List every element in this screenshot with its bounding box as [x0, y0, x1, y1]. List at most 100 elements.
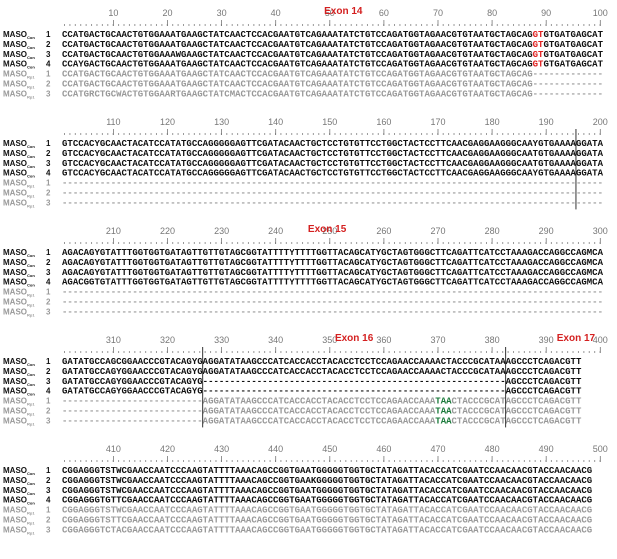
label-name: MASO: [3, 506, 27, 515]
ruler-number: 160: [376, 117, 391, 127]
sequence-number: 2: [46, 258, 51, 267]
ruler-number: 190: [539, 117, 554, 127]
sequence-segment: CGGAGGGTSTTCGAACCAATCCCAAGTATTTTAAACAGCC…: [62, 516, 592, 526]
label-name: MASO: [3, 416, 27, 425]
sequence-number: 3: [46, 159, 51, 168]
ruler-number: 380: [485, 335, 500, 345]
sequence-segment: CGGAGGGTSTWCGAACCAATCCCAAGTATTTTAAACAGCC…: [62, 466, 592, 476]
sequence-segment: GATATGCCAGYGGAACCCGTACAGYG--------------…: [62, 387, 582, 397]
label-name: MASO: [3, 179, 27, 188]
sequence-label: MASOCon: [3, 268, 35, 278]
sequence-segment: CCATGACTGCAACTGTGGAAATGAAGCTATCAACTCCACG…: [62, 80, 603, 90]
sequence-number: 4: [46, 169, 51, 178]
sequence-segment: GTCCACYGCAACTACATCCATATGCCAGGGGGAGTTCGAT…: [62, 139, 604, 149]
label-sub: Con: [27, 392, 35, 397]
sequence-segment: AGACAGYGTATTTGGTGGTGATAGTTGTTGTAGCGGTATT…: [62, 248, 604, 258]
sequence-number: 1: [46, 179, 51, 188]
label-sub: Con: [27, 362, 35, 367]
sequence-segment: GT: [533, 50, 544, 60]
label-name: MASO: [3, 397, 27, 406]
label-name: MASO: [3, 169, 27, 178]
sequence-number: 3: [46, 307, 51, 316]
sequence-segment: CCAYGACTGCAACTGTGGAAATGAAGCTATCAACTCCACG…: [62, 60, 533, 70]
sequence-segment: ----------------------------------------…: [62, 179, 603, 189]
label-name: MASO: [3, 149, 27, 158]
alignment-block: 210 220 230 240 250 260 270 280 290 300 Exon 15 MAS…: [3, 224, 608, 317]
label-name: MASO: [3, 258, 27, 267]
sequence-segment: CGGAGGGTSTWCGAACCAATCCCAAGTATTTTAAACAGCC…: [62, 476, 592, 486]
ruler-number: 130: [214, 117, 229, 127]
sequence-label: MASORp1: [3, 288, 35, 298]
label-name: MASO: [3, 377, 27, 386]
sequence-label: MASOCon: [3, 278, 35, 288]
sequence-number: 2: [46, 516, 51, 525]
sequence-number: 3: [46, 377, 51, 386]
ruler-number: 430: [214, 444, 229, 454]
label-sub: Con: [27, 481, 35, 486]
sequence-number: 1: [46, 357, 51, 366]
sequence-segment: CGGAGGGTSTWCGAACCAATCCCAAGTATTTTAAACAGCC…: [62, 506, 592, 516]
ruler-number: 150: [322, 117, 337, 127]
sequence-number: 1: [46, 288, 51, 297]
label-sub: Rp1: [27, 412, 35, 417]
label-sub: Rp1: [27, 521, 35, 526]
label-sub: Rp1: [27, 402, 35, 407]
label-sub: Rp1: [27, 293, 35, 298]
label-name: MASO: [3, 298, 27, 307]
ruler-number: 310: [106, 335, 121, 345]
sequence-number: 2: [46, 407, 51, 416]
label-name: MASO: [3, 466, 27, 475]
label-sub: Rp1: [27, 511, 35, 516]
label-sub: Con: [27, 372, 35, 377]
label-sub: Rp1: [27, 184, 35, 189]
sequence-number: 1: [46, 30, 51, 39]
sequence-segment: TAA: [435, 407, 452, 417]
sequence-number: 2: [46, 476, 51, 485]
sequence-number: 3: [46, 486, 51, 495]
sequence-segment: CCATGACTGCAACTGTGGAAATGAAGCTATCAACTCCACG…: [62, 70, 603, 80]
sequence-label: MASORp1: [3, 307, 35, 317]
sequence-label: MASOCon: [3, 357, 35, 367]
sequence-segment: ----------------------------------------…: [62, 189, 603, 199]
label-sub: Rp1: [27, 312, 35, 317]
ruler-number: 340: [268, 335, 283, 345]
sequence-number: 3: [46, 198, 51, 207]
sequence-label: MASORp1: [3, 506, 35, 516]
ruler-number: 480: [485, 444, 500, 454]
label-sub: Rp1: [27, 75, 35, 80]
ruler-number: 410: [106, 444, 121, 454]
label-sub: Rp1: [27, 303, 35, 308]
sequence-segment: CTACCCGCATAGCCCTCAGACGTT: [452, 416, 582, 426]
alignment-block: 310 320 330 340 350 360 370 380 390 400 Exon 16 Exo…: [3, 333, 608, 428]
label-name: MASO: [3, 525, 27, 534]
ruler-number: 250: [322, 226, 337, 236]
sequence-label: MASOCon: [3, 387, 35, 397]
ruler-number: 280: [485, 226, 500, 236]
ruler-number: 450: [322, 444, 337, 454]
ruler-number: 90: [541, 8, 551, 18]
sequence-segment: GTCCACYGCAACTACATCCATATGCCAGGGGGAGTTCGAT…: [62, 149, 604, 159]
ruler-number: 460: [376, 444, 391, 454]
ruler-number: 300: [593, 226, 608, 236]
sequence-segment: CTACCCGCATAGCCCTCAGACGTT: [452, 397, 582, 407]
sequence-segment: CGGAGGGTSTWCGAACCAATCCCAAGTATTTTAAACAGCC…: [62, 486, 592, 496]
ruler-number: 230: [214, 226, 229, 236]
ruler-number: 180: [485, 117, 500, 127]
sequence-segment: GT: [533, 30, 544, 40]
ruler-number: 290: [539, 226, 554, 236]
label-name: MASO: [3, 50, 27, 59]
sequence-segment: --------------------------AGGATATAAGCCCA…: [62, 407, 436, 417]
label-name: MASO: [3, 516, 27, 525]
sequence-segment: --------------------------AGGATATAAGCCCA…: [62, 416, 436, 426]
label-sub: Con: [27, 283, 35, 288]
ruler-number: 170: [430, 117, 445, 127]
label-name: MASO: [3, 189, 27, 198]
sequence-label: MASOCon: [3, 40, 35, 50]
sequence-number: 3: [46, 416, 51, 425]
label-name: MASO: [3, 268, 27, 277]
sequence-number: 1: [46, 506, 51, 515]
sequence-segment: ----------------------------------------…: [62, 298, 603, 308]
sequence-number: 3: [46, 50, 51, 59]
label-sub: Con: [27, 45, 35, 50]
